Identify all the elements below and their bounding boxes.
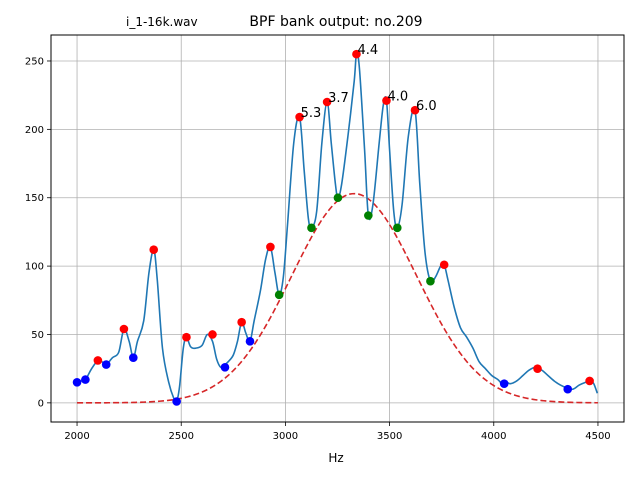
peak-marker xyxy=(208,330,217,339)
peak-marker xyxy=(382,96,391,105)
valley-marker xyxy=(129,353,138,363)
y-tick-label: 50 xyxy=(31,330,44,341)
mid-marker xyxy=(364,211,373,220)
y-tick-label: 250 xyxy=(25,56,44,67)
valley-marker xyxy=(101,360,111,369)
mid-marker xyxy=(274,290,284,300)
y-tick-label: 100 xyxy=(25,262,44,273)
plot-frame xyxy=(50,34,625,423)
y-tick-label: 200 xyxy=(25,125,44,136)
mid-marker xyxy=(307,223,316,233)
gaussian-fit-curve xyxy=(77,192,598,404)
peak-marker xyxy=(295,112,304,122)
peak-annotation: 4.0 xyxy=(387,90,408,105)
peak-annotation: 3.7 xyxy=(328,91,349,106)
chart-title: BPF bank output: no.209 xyxy=(249,14,422,30)
grid-lines xyxy=(51,35,624,422)
valley-marker xyxy=(499,379,509,389)
x-tick-label: 3500 xyxy=(377,431,402,442)
x-tick-label: 4500 xyxy=(585,431,610,442)
peak-marker xyxy=(93,356,103,365)
x-tick-label: 4000 xyxy=(481,431,506,442)
marker-layer xyxy=(72,49,594,406)
gaussian-fit-layer xyxy=(77,192,598,404)
peak-marker xyxy=(352,49,361,59)
valley-marker xyxy=(245,337,255,346)
valley-marker xyxy=(563,384,573,394)
annotation-layer: 5.3 3.7 4.4 4.0 6.0 xyxy=(301,43,437,121)
peak-marker xyxy=(149,245,159,254)
peak-annotation: 4.4 xyxy=(357,43,378,58)
valley-marker xyxy=(220,363,230,372)
valley-marker xyxy=(172,397,181,406)
x-tick-label: 3000 xyxy=(273,431,298,442)
valley-marker xyxy=(72,378,82,387)
x-axis-label: Hz xyxy=(328,451,343,465)
x-tick-label: 2500 xyxy=(169,431,194,442)
y-tick-label: 150 xyxy=(25,193,44,204)
mid-marker xyxy=(333,193,343,203)
peak-marker xyxy=(585,376,594,386)
peak-marker xyxy=(119,324,129,334)
peak-annotation: 5.3 xyxy=(301,106,322,121)
peak-marker xyxy=(533,364,542,373)
peak-marker xyxy=(322,97,332,107)
mid-marker xyxy=(426,276,435,286)
x-tick-label: 2000 xyxy=(64,431,89,442)
y-tick-label: 0 xyxy=(38,398,44,409)
peak-marker xyxy=(410,105,420,115)
peak-marker xyxy=(439,260,449,270)
peak-marker xyxy=(237,317,246,327)
axis-ticks: 2000 2500 3000 3500 4000 4500 0 50 100 150 200 250 xyxy=(25,56,611,442)
valley-marker xyxy=(81,375,90,384)
peak-marker xyxy=(182,332,191,342)
mid-marker xyxy=(393,223,402,233)
peak-marker xyxy=(266,242,275,252)
file-label: i_1-16k.wav xyxy=(126,15,198,29)
peak-annotation: 6.0 xyxy=(416,99,437,114)
